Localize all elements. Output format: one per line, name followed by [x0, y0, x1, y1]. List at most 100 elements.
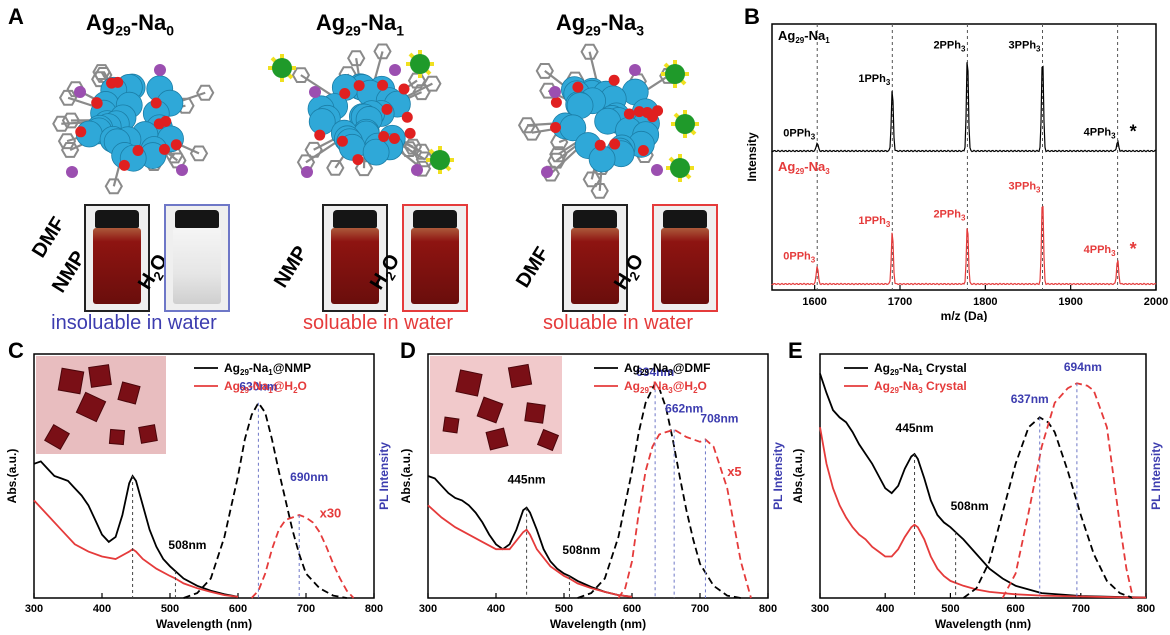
- peak-label: 0PPh3: [783, 128, 816, 142]
- peak-label: 2PPh3: [933, 39, 966, 53]
- vial-clear: [164, 204, 230, 312]
- cluster-title-na0: Ag29-Na0: [85, 10, 175, 39]
- x-axis-label: Wavelength (nm): [550, 617, 646, 631]
- phenyl-ring: [291, 67, 311, 83]
- phenyl-ring: [517, 117, 537, 134]
- crystal: [117, 381, 141, 405]
- solubility-statement: soluable in water: [542, 312, 694, 334]
- x-tick-label: 700: [297, 603, 315, 615]
- oxygen-atom: [118, 159, 130, 171]
- x-tick-label: 700: [691, 603, 709, 615]
- x-tick-label: 600: [1006, 603, 1024, 615]
- legend-entry: Ag29-Na3@DMF: [624, 361, 710, 377]
- oxygen-atom: [398, 83, 410, 95]
- sodium-atom: [665, 64, 685, 84]
- oxygen-atom: [153, 118, 165, 130]
- crystal: [507, 363, 533, 389]
- peak-label: 2PPh3: [933, 209, 966, 223]
- panel-label-b: B: [744, 4, 760, 29]
- solvent-label: DMF: [28, 213, 70, 262]
- phenyl-ring: [196, 84, 215, 101]
- phosphorus-atom: [66, 166, 78, 178]
- peak-annotation: 634nm: [636, 365, 674, 379]
- oxygen-atom: [132, 145, 144, 157]
- phenyl-ring: [304, 141, 323, 158]
- phosphorus-atom: [154, 64, 166, 76]
- peak-label: 4PPh3: [1084, 244, 1117, 258]
- spectrum-line: [1001, 382, 1134, 599]
- peak-label: 4PPh3: [1084, 127, 1117, 141]
- solvent-label: NMP: [270, 242, 313, 292]
- oxygen-atom: [378, 130, 390, 142]
- oxygen-atom: [609, 138, 621, 150]
- spectrum-chart-d: 300 400 500 600 700 800 Wavelength (nm) Abs.(a.…: [399, 353, 785, 631]
- y-axis-label-right: PL Intensity: [377, 442, 391, 510]
- peak-label: 3PPh3: [1009, 181, 1042, 195]
- phenyl-ring: [535, 63, 554, 79]
- oxygen-atom: [641, 106, 653, 118]
- oxygen-atom: [353, 80, 365, 92]
- spectrum-chart-e: 300 400 500 600 700 800 Wavelength (nm) Abs.(a.…: [791, 353, 1163, 631]
- oxygen-atom: [388, 133, 400, 145]
- x-tick-label: 400: [487, 603, 505, 615]
- spectrum-line: [962, 416, 1134, 599]
- peak-annotation: 508nm: [951, 499, 989, 513]
- oxygen-atom: [377, 79, 389, 91]
- phosphorus-atom: [549, 86, 561, 98]
- oxygen-atom: [633, 106, 645, 118]
- crystal: [44, 424, 70, 450]
- solvent-label: DMF: [512, 243, 554, 292]
- oxygen-atom: [594, 139, 606, 151]
- oxygen-atom: [572, 81, 584, 93]
- crystal: [138, 424, 158, 444]
- vial-dark: [652, 204, 718, 312]
- crystal: [88, 364, 112, 388]
- x-tick-label: 1700: [888, 296, 912, 308]
- x-tick-label: 500: [941, 603, 959, 615]
- plot-frame: [771, 23, 1157, 291]
- peak-annotation: 690nm: [290, 470, 328, 484]
- x-tick-label: 1600: [802, 296, 826, 308]
- oxygen-atom: [401, 111, 413, 123]
- spectrum-line: [617, 428, 752, 599]
- phenyl-ring: [423, 75, 442, 92]
- oxygen-atom: [112, 76, 124, 88]
- phenyl-ring: [92, 64, 111, 80]
- phenyl-ring: [326, 160, 345, 176]
- phenyl-ring: [61, 112, 81, 129]
- x-axis-label: Wavelength (nm): [935, 617, 1031, 631]
- x-tick-label: 600: [229, 603, 247, 615]
- peak-star: *: [1130, 122, 1137, 142]
- oxygen-atom: [381, 103, 393, 115]
- spectrum-line: [577, 381, 741, 599]
- peak-label: 0PPh3: [783, 250, 816, 264]
- phenyl-ring: [580, 43, 599, 60]
- panel-label-d: D: [400, 338, 416, 363]
- legend-entry: Ag29-Na1@NMP: [224, 361, 311, 377]
- x-tick-label: 500: [555, 603, 573, 615]
- x-axis-label: Wavelength (nm): [156, 617, 252, 631]
- phosphorus-atom: [411, 164, 423, 176]
- phenyl-ring: [412, 84, 431, 101]
- legend-entry: Ag29-Na1 Crystal: [874, 361, 967, 377]
- x-tick-label: 300: [419, 603, 437, 615]
- oxygen-atom: [637, 145, 649, 157]
- phenyl-ring: [104, 178, 123, 195]
- x-tick-label: 300: [25, 603, 43, 615]
- spectrum-trace: [771, 62, 1157, 153]
- sodium-atom: [410, 54, 430, 74]
- vial-dark: [402, 204, 468, 312]
- phenyl-ring: [549, 146, 568, 163]
- oxygen-atom: [75, 126, 87, 138]
- oxygen-atom: [170, 139, 182, 151]
- phenyl-ring: [60, 142, 80, 158]
- sodium-atom: [670, 158, 690, 178]
- plot-frame: [33, 353, 375, 599]
- phosphorus-atom: [309, 86, 321, 98]
- panel-label-a: A: [8, 4, 24, 29]
- x-axis-label: m/z (Da): [941, 309, 988, 322]
- peak-annotation: 694nm: [1064, 360, 1102, 374]
- spectrum-line: [183, 401, 347, 599]
- crystal: [75, 391, 107, 423]
- crystal: [476, 396, 504, 424]
